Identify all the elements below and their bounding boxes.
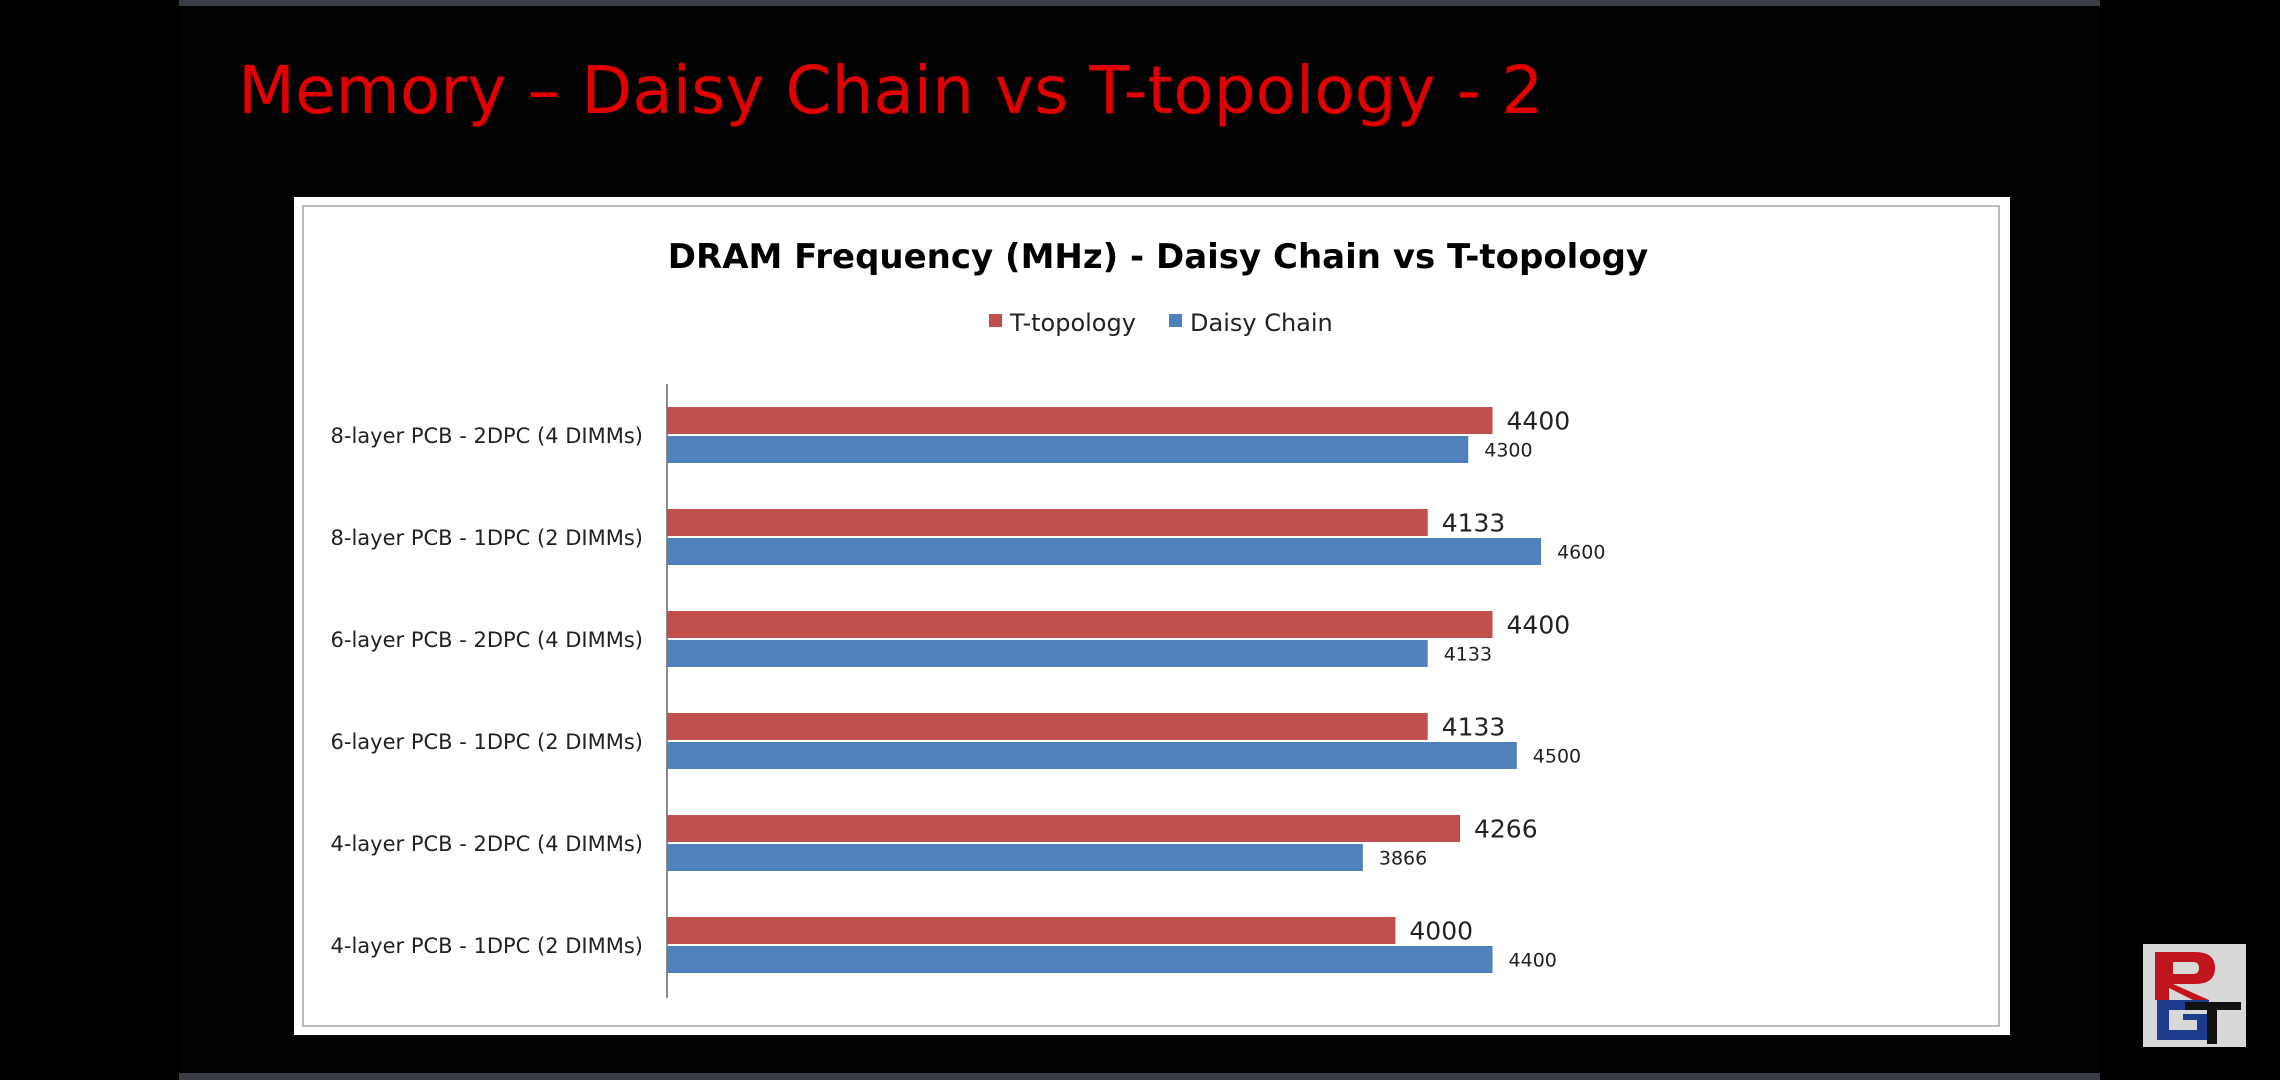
t-topology-bar [667, 509, 1428, 536]
daisy-chain-value-label: 3866 [1379, 848, 1427, 870]
t-topology-value-label: 4266 [1474, 815, 1538, 844]
category-label: 6-layer PCB - 2DPC (4 DIMMs) [331, 628, 643, 652]
daisy-chain-value-label: 4500 [1533, 746, 1581, 768]
daisy-chain-value-label: 4133 [1444, 644, 1492, 666]
daisy-chain-value-label: 4300 [1484, 440, 1532, 462]
chart-title: DRAM Frequency (MHz) - Daisy Chain vs T-… [668, 237, 1648, 277]
daisy-chain-value-label: 4400 [1509, 950, 1557, 972]
logo [2143, 944, 2246, 1047]
legend-swatch-0 [989, 314, 1002, 327]
daisy-chain-value-label: 4600 [1557, 542, 1605, 564]
legend-swatch-1 [1169, 314, 1182, 327]
t-topology-bar [667, 713, 1428, 740]
category-label: 4-layer PCB - 2DPC (4 DIMMs) [331, 832, 643, 856]
daisy-chain-bar [667, 640, 1428, 667]
t-topology-value-label: 4400 [1507, 407, 1571, 436]
daisy-chain-bar [667, 844, 1363, 871]
right-pane [2100, 0, 2280, 1080]
legend-label-1: Daisy Chain [1190, 309, 1333, 337]
t-topology-value-label: 4000 [1409, 917, 1473, 946]
bottom-strip [179, 1073, 2100, 1080]
category-label: 6-layer PCB - 1DPC (2 DIMMs) [331, 730, 643, 754]
t-topology-bar [667, 407, 1493, 434]
category-label: 8-layer PCB - 1DPC (2 DIMMs) [331, 526, 643, 550]
t-topology-value-label: 4133 [1442, 713, 1506, 742]
daisy-chain-bar [667, 742, 1517, 769]
t-topology-bar [667, 611, 1493, 638]
rgt-logo-icon [2143, 944, 2246, 1047]
t-topology-bar [667, 815, 1460, 842]
daisy-chain-bar [667, 946, 1493, 973]
t-topology-value-label: 4400 [1507, 611, 1571, 640]
category-label: 8-layer PCB - 2DPC (4 DIMMs) [331, 424, 643, 448]
left-pane [0, 0, 179, 1080]
legend-label-0: T-topology [1009, 309, 1136, 337]
slide-title: Memory – Daisy Chain vs T-topology - 2 [238, 52, 1544, 129]
daisy-chain-bar [667, 538, 1542, 565]
category-label: 4-layer PCB - 1DPC (2 DIMMs) [331, 934, 643, 958]
t-topology-bar [667, 917, 1396, 944]
daisy-chain-bar [667, 436, 1469, 463]
top-strip [179, 0, 2100, 6]
t-topology-value-label: 4133 [1442, 509, 1506, 538]
